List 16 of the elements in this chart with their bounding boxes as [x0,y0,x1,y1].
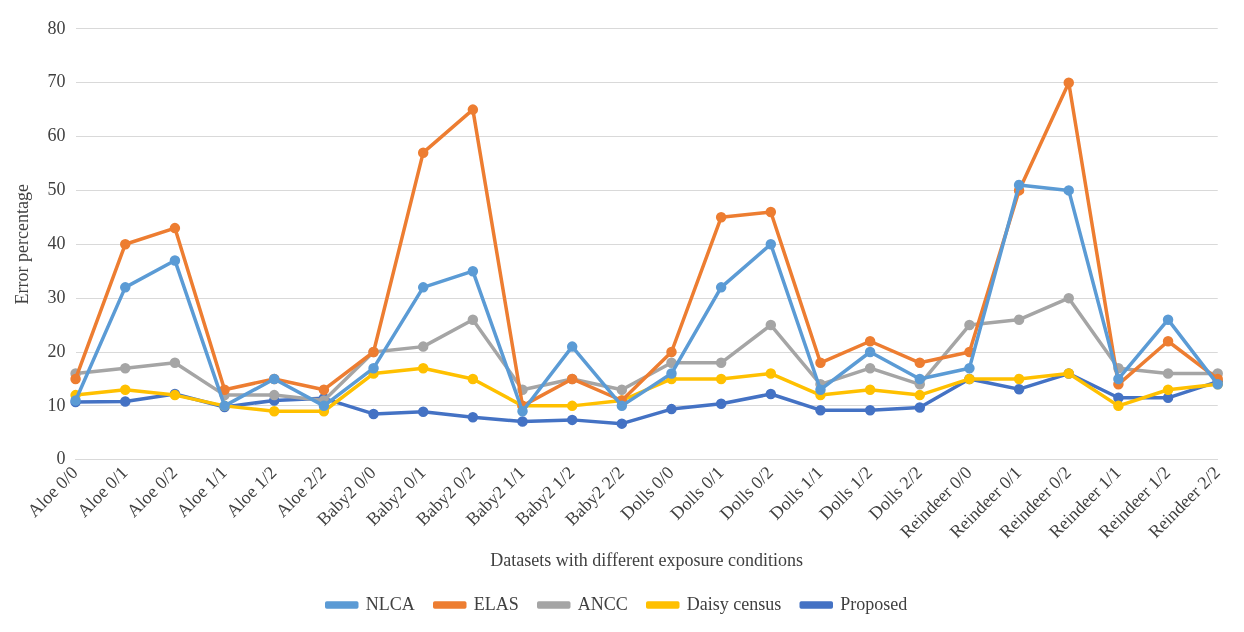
y-tick-label: 60 [47,125,66,146]
y-tick-label: 0 [56,448,66,469]
y-tick-label: 20 [47,340,66,361]
legend-label: ANCC [577,593,628,614]
legend-label: NLCA [365,593,415,614]
y-tick-label: 30 [47,286,66,307]
legend-label: ELAS [473,593,519,614]
y-tick-label: 40 [47,233,66,253]
y-axis-title: Error percentage [11,184,32,305]
x-axis-title: Datasets with different exposure conditions [490,549,803,570]
legend-label: Daisy census [686,593,782,614]
y-tick-label: 50 [47,179,66,200]
y-tick-label: 10 [47,394,66,415]
y-tick-label: 80 [47,17,66,38]
y-tick-label: 70 [47,71,66,92]
legend-label: Proposed [840,593,908,614]
